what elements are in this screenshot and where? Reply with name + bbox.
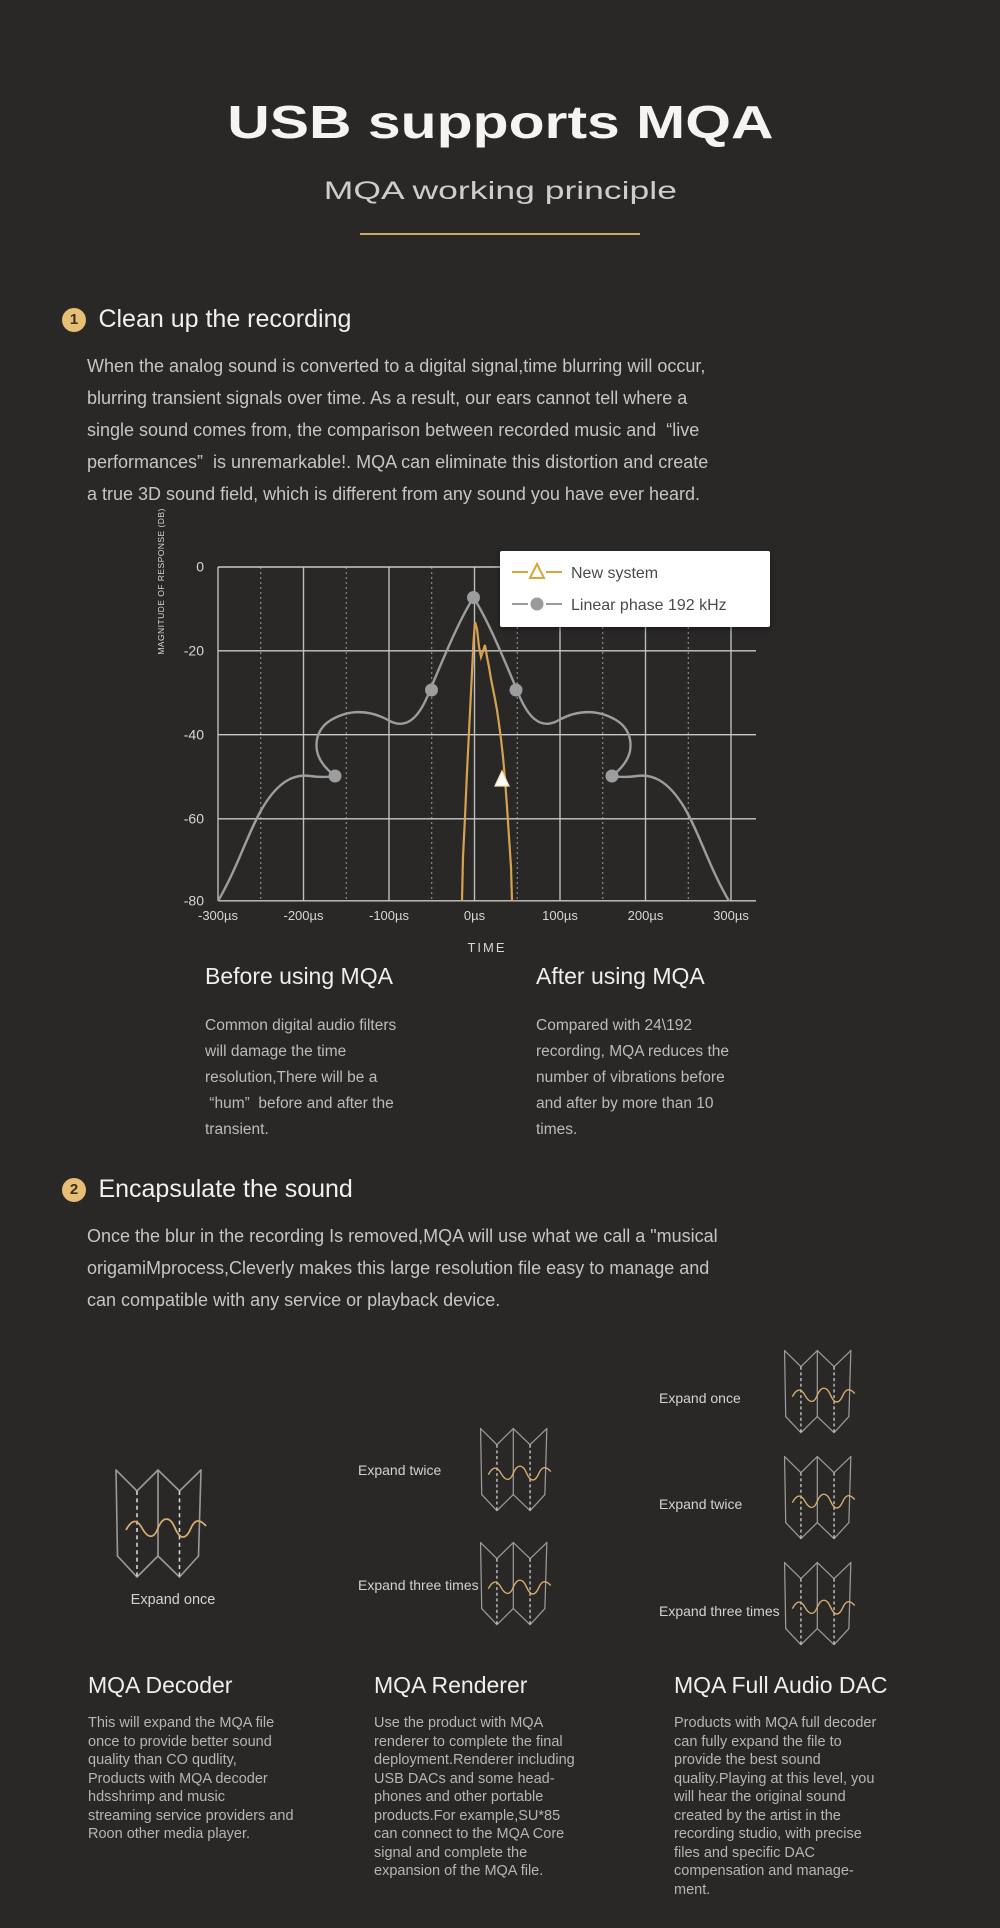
svg-text:New system: New system xyxy=(571,565,658,582)
svg-text:200µs: 200µs xyxy=(628,908,664,923)
svg-text:-60: -60 xyxy=(184,811,204,827)
svg-text:-200µs: -200µs xyxy=(283,908,324,923)
svg-text:-20: -20 xyxy=(184,643,204,659)
svg-text:Linear phase 192 kHz: Linear phase 192 kHz xyxy=(571,597,727,614)
svg-text:-80: -80 xyxy=(184,893,204,909)
svg-text:100µs: 100µs xyxy=(542,908,578,923)
svg-text:-100µs: -100µs xyxy=(369,908,410,923)
svg-text:-300µs: -300µs xyxy=(198,908,239,923)
svg-text:300µs: 300µs xyxy=(713,908,749,923)
svg-text:0µs: 0µs xyxy=(464,908,486,923)
svg-text:-40: -40 xyxy=(184,727,204,743)
svg-text:0: 0 xyxy=(196,559,204,575)
